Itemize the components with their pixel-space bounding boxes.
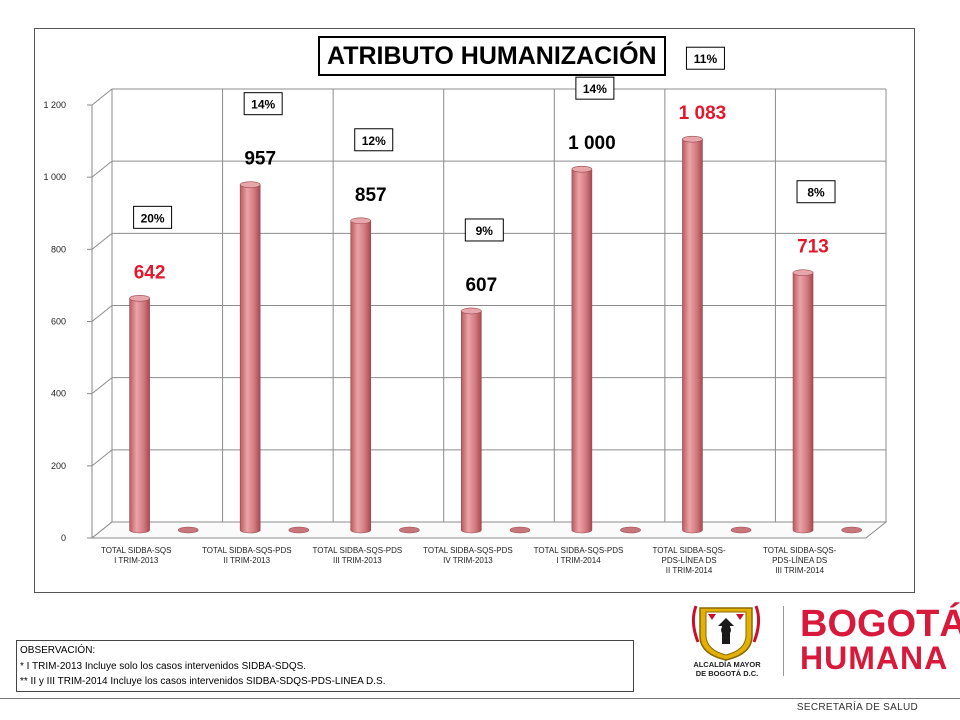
x-tick-label: II TRIM-2014 (666, 566, 713, 575)
data-label: 957 (244, 149, 276, 170)
x-tick-label: TOTAL SIDBA-SQS-PDS (534, 546, 624, 555)
empty-bar-base (841, 526, 862, 534)
y-tick-label: 600 (51, 317, 66, 327)
x-tick-label: TOTAL SIDBA-SQS- (763, 546, 837, 555)
x-tick-label: IV TRIM-2013 (443, 556, 493, 565)
observation-note-2: ** II y III TRIM-2014 Incluye los casos … (20, 676, 386, 687)
y-tick-label: 800 (51, 244, 66, 254)
x-tick-label: PDS-LÍNEA DS (662, 556, 717, 565)
data-label: 607 (465, 275, 497, 296)
chart-floor (90, 521, 888, 539)
y-tick-label: 0 (61, 533, 66, 543)
svg-text:14%: 14% (251, 98, 275, 112)
data-label: 857 (355, 185, 387, 206)
percent-label: 20% (133, 205, 173, 229)
x-tick-label: I TRIM-2014 (556, 556, 601, 565)
data-label: 642 (134, 262, 166, 283)
percent-label: 14% (243, 92, 283, 116)
footer-divider (0, 698, 960, 699)
svg-text:8%: 8% (807, 186, 825, 200)
bar (350, 217, 372, 534)
gridline (91, 160, 886, 178)
alcaldia-line-1: ALCALDÍA MAYOR (693, 660, 761, 669)
alcaldia-line-2: DE BOGOTÁ D.C. (695, 669, 759, 678)
svg-text:20%: 20% (141, 211, 165, 225)
x-tick-label: TOTAL SIDBA-SQS-PDS (202, 546, 292, 555)
data-label: 1 083 (679, 103, 727, 124)
bar (682, 135, 703, 534)
x-tick-label: TOTAL SIDBA-SQS- (652, 546, 726, 555)
x-tick-label: PDS-LÍNEA DS (772, 556, 827, 565)
bar (792, 269, 814, 534)
empty-bar-base (509, 526, 531, 534)
x-tick-label: II TRIM-2013 (224, 556, 271, 565)
empty-bar-base (288, 526, 310, 534)
x-tick-label: III TRIM-2014 (775, 566, 824, 575)
bogota-humana-logo-line-1: BOGOTÁ (800, 603, 960, 645)
observation-box: OBSERVACIÓN: * I TRIM-2013 Incluye solo … (16, 640, 634, 692)
bar (129, 295, 150, 534)
empty-bar-base (399, 526, 420, 534)
x-tick-label: I TRIM-2013 (114, 556, 159, 565)
y-tick-label: 1 000 (43, 172, 66, 182)
percent-label: 8% (796, 180, 836, 204)
empty-bar-base (730, 526, 752, 534)
gridline (91, 377, 886, 395)
x-tick-label: TOTAL SIDBA-SQS-PDS (313, 546, 403, 555)
footer-text: SECRETARÍA DE SALUD (796, 702, 918, 713)
empty-bar-base (620, 526, 641, 534)
svg-text:12%: 12% (362, 134, 386, 148)
data-label: 1 000 (568, 133, 616, 154)
percent-label: 11% (685, 46, 725, 70)
bar (239, 181, 261, 534)
gridline (91, 305, 886, 322)
empty-bar-base (177, 526, 199, 534)
y-tick-label: 1 200 (43, 100, 66, 110)
percent-label: 9% (464, 218, 504, 242)
svg-text:11%: 11% (694, 52, 718, 66)
bogota-humana-logo-line-2: HUMANA (800, 640, 949, 676)
gridline (91, 88, 886, 106)
observation-heading: OBSERVACIÓN: (20, 645, 96, 656)
svg-text:14%: 14% (583, 82, 607, 96)
percent-label: 12% (354, 128, 394, 152)
bar (461, 307, 482, 534)
percent-label: 14% (575, 76, 615, 100)
y-tick-label: 200 (51, 461, 66, 471)
bogota-coat-of-arms-logo (691, 605, 761, 661)
data-label: 713 (797, 237, 829, 258)
x-tick-label: TOTAL SIDBA-SQS (101, 546, 172, 555)
bar (571, 165, 593, 534)
observation-note-1: * I TRIM-2013 Incluye solo los casos int… (20, 660, 307, 672)
svg-text:9%: 9% (476, 224, 494, 238)
y-tick-label: 400 (51, 389, 66, 399)
x-tick-label: III TRIM-2013 (333, 556, 382, 565)
logo-divider (783, 606, 784, 676)
alcaldia-logo-text: ALCALDÍA MAYOR DE BOGOTÁ D.C. (677, 660, 777, 678)
x-tick-label: TOTAL SIDBA-SQS-PDS (423, 546, 513, 555)
gridline (91, 449, 886, 467)
chart-title: ATRIBUTO HUMANIZACIÓN (318, 36, 666, 76)
